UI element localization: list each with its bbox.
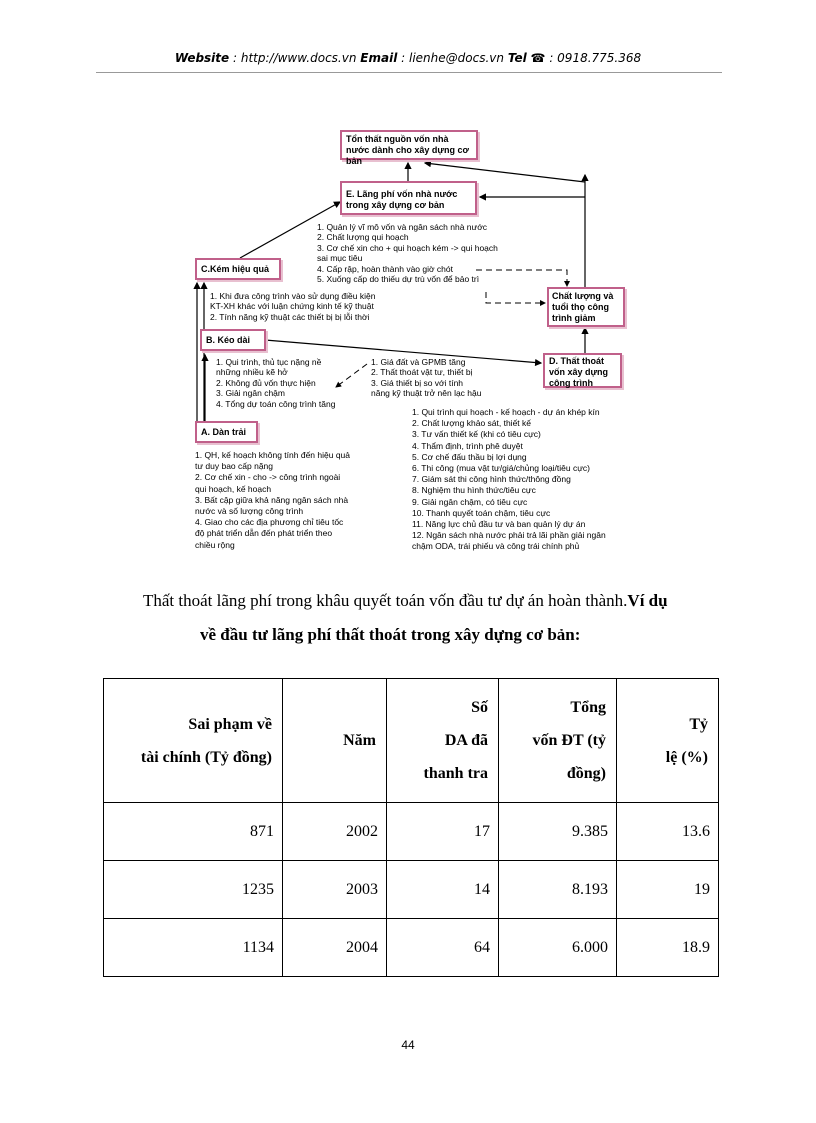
website-label: Website xyxy=(174,51,230,65)
list-item: 2. Cơ chế xin - cho -> công trình ngoài xyxy=(195,472,341,483)
list-item: 8. Nghiệm thu hình thức/tiêu cực xyxy=(412,485,536,496)
table-cell: 18.9 xyxy=(616,918,719,977)
table-cell: 2004 xyxy=(282,918,387,977)
d-causes-list: 1. Qui trình qui hoạch - kế hoạch - dự á… xyxy=(412,407,606,553)
table-cell: 8.193 xyxy=(498,860,617,919)
list-item: nước và số lượng công trình xyxy=(195,506,304,517)
table-row: 1235 2003 14 8.193 19 xyxy=(103,860,719,919)
list-item: KT-XH khác với luận chứng kinh tế kỹ thu… xyxy=(210,301,374,312)
list-item: 7. Giám sát thi công hình thức/thông đồn… xyxy=(412,474,571,485)
list-item: 4. Thẩm định, trình phê duyệt xyxy=(412,440,523,451)
list-item: 10. Thanh quyết toán chậm, tiêu cực xyxy=(412,507,551,518)
table-cell: 9.385 xyxy=(498,802,617,861)
email-link[interactable]: : lienhe@docs.vn xyxy=(401,51,504,65)
list-item: 2. Tính năng kỹ thuật các thiết bị bị lỗ… xyxy=(210,311,370,322)
list-item: 1. Qui trình qui hoạch - kế hoạch - dự á… xyxy=(412,407,600,417)
list-item: sai mục tiêu xyxy=(317,253,363,264)
header-cell: Tổng vốn ĐT (tỷ đồng) xyxy=(498,678,617,803)
header-cell: Sai phạm về tài chính (Tỷ đồng) xyxy=(103,678,283,803)
list-item: 2. Chất lượng qui hoạch xyxy=(317,232,409,243)
table-cell: 64 xyxy=(386,918,499,977)
list-item: 9. Giải ngân chậm, có tiêu cực xyxy=(412,496,528,507)
list-item: 3. Giải ngân chậm xyxy=(216,388,285,399)
table-cell: 1134 xyxy=(103,918,283,977)
table-row: 871 2002 17 9.385 13.6 xyxy=(103,802,719,861)
list-item: 4. Giao cho các địa phương chỉ tiêu tốc xyxy=(195,517,344,528)
table-cell: 2003 xyxy=(282,860,387,919)
list-item: 3. Giá thiết bị so với tính xyxy=(371,377,464,388)
table-cell: 17 xyxy=(386,802,499,861)
list-item: 3. Tư vấn thiết kế (khi có tiêu cực) xyxy=(412,429,541,440)
tel-label: Tel xyxy=(507,51,527,65)
table-header-row: Sai phạm về tài chính (Tỷ đồng) Năm Số DA … xyxy=(103,678,719,803)
list-item: độ phát triển dẫn đến phát triển theo xyxy=(195,528,333,539)
list-item: 1. QH, kế hoạch không tính đến hiệu quả xyxy=(195,450,351,460)
list-item: 1. Khi đưa công trình vào sử dụng điều k… xyxy=(210,291,376,301)
table-row: 1134 2004 64 6.000 18.9 xyxy=(103,918,719,977)
table-cell: 2002 xyxy=(282,802,387,861)
table-cell: 871 xyxy=(103,802,283,861)
table-cell: 13.6 xyxy=(616,802,719,861)
table-cell: 14 xyxy=(386,860,499,919)
list-item: 1. Qui trình, thủ tục nặng nề xyxy=(216,357,322,367)
list-item: 5. Cơ chế đấu thầu bị lợi dụng xyxy=(412,451,527,462)
violations-table: Sai phạm về tài chính (Tỷ đồng) Năm Số DA … xyxy=(103,678,719,977)
middle-causes-list: 1. Giá đất và GPMB tăng 2. Thất thoát vật… xyxy=(371,357,481,399)
list-item: chậm ODA, trái phiếu và công trái chính … xyxy=(412,541,580,552)
table-cell: 19 xyxy=(616,860,719,919)
list-item: những nhiều kẽ hở xyxy=(216,367,288,378)
c-causes-list: 1. Khi đưa công trình vào sử dụng điều k… xyxy=(210,291,375,322)
list-item: 2. Thất thoát vật tư, thiết bị xyxy=(371,367,473,378)
header-divider xyxy=(96,72,722,73)
list-item: 3. Bất cập giữa khả năng ngân sách nhà xyxy=(195,494,349,505)
paragraph-text: Thất thoát lãng phí trong khâu quyết toá… xyxy=(143,591,628,610)
header-cell: Năm xyxy=(282,678,387,803)
list-item: 12. Ngân sách nhà nước phải trả lãi phần… xyxy=(412,530,606,541)
list-item: tư duy bao cấp nặng xyxy=(195,461,273,472)
body-paragraph-line2: về đầu tư lãng phí thất thoát trong xây … xyxy=(200,625,581,644)
total-loss-box: Tổn thất nguồn vốn nhà nước dành cho xây… xyxy=(340,130,478,166)
tel-number: : 0918.775.368 xyxy=(549,51,642,65)
diagram-arrows xyxy=(193,160,589,421)
body-paragraph-line1: Thất thoát lãng phí trong khâu quyết toá… xyxy=(143,591,668,611)
list-item: qui hoạch, kế hoạch xyxy=(195,483,272,494)
list-item: năng kỹ thuật trở nên lạc hậu xyxy=(371,388,482,399)
list-item: 1. Quản lý vĩ mô vốn và ngân sách nhà nư… xyxy=(317,222,488,232)
header-cell: Số DA đã thanh tra xyxy=(386,678,499,803)
waste-box-e: E. Lãng phí vốn nhà nước trong xây dựng … xyxy=(340,181,477,215)
header-cell: Tỷ lệ (%) xyxy=(616,678,719,803)
e-causes-list: 1. Quản lý vĩ mô vốn và ngân sách nhà nư… xyxy=(317,222,498,284)
email-label: Email xyxy=(360,51,398,65)
phone-icon: ☎ xyxy=(530,51,546,65)
b-causes-list: 1. Qui trình, thủ tục nặng nề những nhiều… xyxy=(216,357,335,409)
list-item: 2. Không đủ vốn thực hiện xyxy=(216,377,316,388)
page-number: 44 xyxy=(401,1038,415,1052)
list-item: 5. Xuống cấp do thiếu dự trù vốn để bảo … xyxy=(317,274,480,285)
list-item: 11. Năng lực chủ đầu tư và ban quản lý d… xyxy=(412,519,586,530)
list-item: 2. Chất lượng khảo sát, thiết kế xyxy=(412,418,531,429)
prolonged-box-b: B. Kéo dài xyxy=(200,329,266,351)
list-item: 4. Tổng dự toán công trình tăng xyxy=(216,398,336,409)
table-cell: 6.000 xyxy=(498,918,617,977)
website-link[interactable]: : http://www.docs.vn xyxy=(233,51,357,65)
list-item: 3. Cơ chế xin cho + qui hoạch kém -> qui… xyxy=(317,242,498,253)
list-item: 4. Cấp rập, hoàn thành vào giờ chót xyxy=(317,263,453,274)
ineffective-box-c: C.Kém hiệu quả xyxy=(195,258,281,280)
table-cell: 1235 xyxy=(103,860,283,919)
loss-box-d: D. Thất thoát vốn xây dựng công trình xyxy=(543,353,622,388)
list-item: chiều rộng xyxy=(195,539,235,550)
a-causes-list: 1. QH, kế hoạch không tính đến hiệu quả t… xyxy=(195,450,350,551)
quality-decline-box: Chất lượng và tuổi thọ công trình giảm xyxy=(547,287,625,327)
list-item: 6. Thi công (mua vật tư/giá/chủng loại/t… xyxy=(412,463,591,474)
list-item: 1. Giá đất và GPMB tăng xyxy=(371,357,466,367)
spread-box-a: A. Dàn trải xyxy=(195,421,258,443)
paragraph-bold-text: Ví dụ xyxy=(627,591,668,610)
page-header: Website : http://www.docs.vn Email : lie… xyxy=(0,51,816,65)
